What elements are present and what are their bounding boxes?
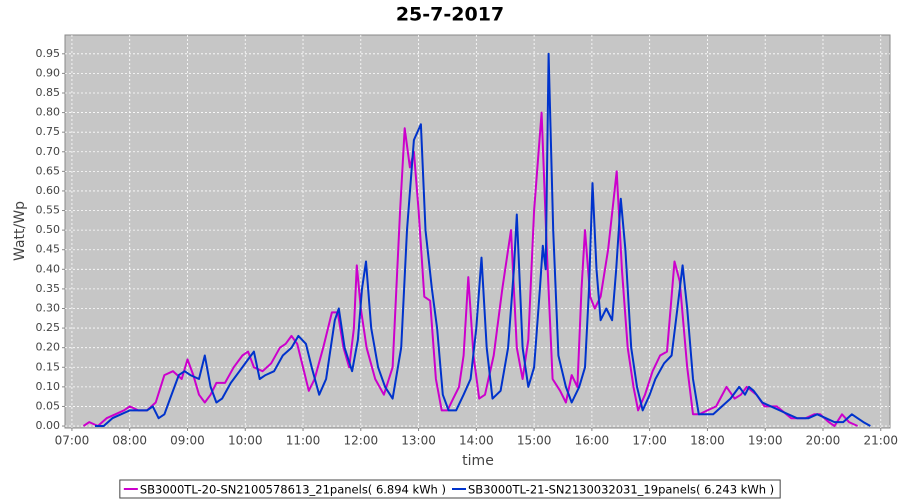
y-tick-label: 0.65 — [36, 164, 61, 177]
y-tick-label: 0.10 — [36, 380, 61, 393]
y-tick-label: 0.25 — [36, 321, 61, 334]
legend-box — [119, 479, 781, 499]
legend: SB3000TL-20-SN2100578613_21panels( 6.894… — [119, 479, 781, 499]
y-axis-label: Watt/Wp — [12, 201, 28, 261]
x-tick-label: 19:00 — [748, 434, 783, 448]
y-tick-label: 0.50 — [36, 223, 61, 236]
y-tick-label: 0.35 — [36, 282, 61, 295]
y-tick-label: 0.55 — [36, 204, 61, 217]
y-tick-label: 0.85 — [36, 86, 61, 99]
legend-label: SB3000TL-21-SN2130032031_19panels( 6.243… — [468, 483, 774, 497]
x-tick-label: 21:00 — [863, 434, 898, 448]
x-axis-label: time — [462, 453, 494, 469]
y-tick-label: 0.75 — [36, 125, 61, 138]
y-tick-label: 0.45 — [36, 243, 61, 256]
y-tick-label: 0.15 — [36, 360, 61, 373]
x-tick-label: 16:00 — [575, 434, 610, 448]
x-tick-label: 12:00 — [344, 434, 379, 448]
x-tick-label: 09:00 — [170, 434, 205, 448]
y-tick-label: 0.00 — [36, 419, 61, 432]
y-tick-label: 0.40 — [36, 262, 61, 275]
y-tick-label: 0.20 — [36, 341, 61, 354]
y-tick-label: 0.30 — [36, 301, 61, 314]
x-tick-label: 11:00 — [286, 434, 321, 448]
x-tick-label: 15:00 — [517, 434, 552, 448]
x-tick-label: 13:00 — [401, 434, 436, 448]
x-tick-label: 07:00 — [55, 434, 90, 448]
plot-area — [64, 34, 891, 429]
y-tick-label: 0.70 — [36, 145, 61, 158]
y-tick-label: 0.80 — [36, 106, 61, 119]
y-tick-label: 0.05 — [36, 399, 61, 412]
series-line — [82, 111, 859, 427]
x-tick-label: 14:00 — [459, 434, 494, 448]
x-tick-label: 17:00 — [632, 434, 667, 448]
x-tick-label: 10:00 — [228, 434, 263, 448]
y-tick-label: 0.90 — [36, 66, 61, 79]
x-tick-label: 08:00 — [112, 434, 147, 448]
x-tick-label: 20:00 — [806, 434, 841, 448]
y-tick-label: 0.60 — [36, 184, 61, 197]
chart-title: 25-7-2017 — [396, 4, 504, 26]
series-line — [95, 52, 871, 427]
y-tick-label: 0.95 — [36, 47, 61, 60]
legend-label: SB3000TL-20-SN2100578613_21panels( 6.894… — [140, 483, 446, 497]
x-tick-label: 18:00 — [690, 434, 725, 448]
